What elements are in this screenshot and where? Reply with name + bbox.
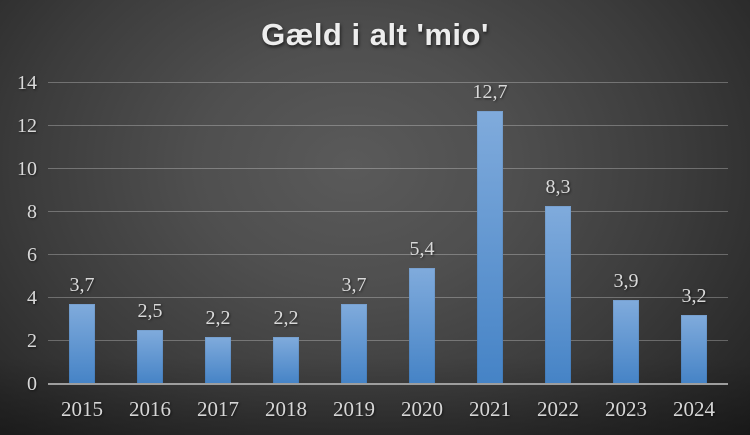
bar-2015 bbox=[69, 304, 95, 384]
x-axis-label: 2015 bbox=[61, 397, 103, 421]
x-axis-label: 2022 bbox=[537, 397, 579, 421]
bar-2019 bbox=[341, 304, 367, 384]
value-label: 3,7 bbox=[341, 274, 367, 297]
value-label: 8,3 bbox=[545, 175, 571, 198]
gridline bbox=[48, 297, 728, 298]
bar-2018 bbox=[273, 336, 299, 384]
value-label: 3,7 bbox=[69, 274, 95, 297]
x-axis-label: 2018 bbox=[265, 397, 307, 421]
x-axis-label: 2016 bbox=[129, 397, 171, 421]
y-axis-label: 0 bbox=[27, 373, 37, 395]
value-label: 5,4 bbox=[409, 237, 435, 260]
value-label: 3,2 bbox=[681, 285, 707, 308]
gridline bbox=[48, 125, 728, 126]
x-axis-label: 2024 bbox=[673, 397, 715, 421]
bar-2016 bbox=[137, 330, 163, 384]
gridline bbox=[48, 340, 728, 341]
x-axis-label: 2017 bbox=[197, 397, 239, 421]
x-axis-label: 2023 bbox=[605, 397, 647, 421]
gridline bbox=[48, 82, 728, 83]
value-label: 12,7 bbox=[472, 80, 508, 103]
bar-2022 bbox=[545, 205, 571, 384]
bar-2017 bbox=[205, 336, 231, 384]
y-axis-label: 2 bbox=[27, 330, 37, 352]
value-label: 3,9 bbox=[613, 270, 639, 293]
chart-title: Gæld i alt 'mio' bbox=[261, 17, 489, 52]
gridline bbox=[48, 211, 728, 212]
gridline bbox=[48, 168, 728, 169]
x-axis-line bbox=[48, 383, 728, 385]
x-axis-label: 2020 bbox=[401, 397, 443, 421]
bar-2024 bbox=[681, 315, 707, 384]
y-axis-label: 8 bbox=[27, 201, 37, 223]
bar-2021 bbox=[477, 110, 503, 384]
x-axis-label: 2021 bbox=[469, 397, 511, 421]
y-axis-label: 4 bbox=[27, 287, 37, 309]
plot-area: 0 2 4 6 8 10 12 14 3,7 2015 2,5 2016 2,2 2017 2,2 2018 3… bbox=[17, 72, 728, 421]
x-axis-label: 2019 bbox=[333, 397, 375, 421]
y-axis-label: 10 bbox=[17, 158, 37, 180]
bar-2023 bbox=[613, 300, 639, 384]
y-axis-label: 14 bbox=[17, 72, 37, 94]
y-axis-label: 12 bbox=[17, 115, 37, 137]
gridline bbox=[48, 254, 728, 255]
bar-2020 bbox=[409, 267, 435, 384]
value-label: 2,5 bbox=[137, 300, 163, 323]
value-label: 2,2 bbox=[273, 306, 299, 329]
y-axis-label: 6 bbox=[27, 244, 37, 266]
value-label: 2,2 bbox=[205, 306, 231, 329]
